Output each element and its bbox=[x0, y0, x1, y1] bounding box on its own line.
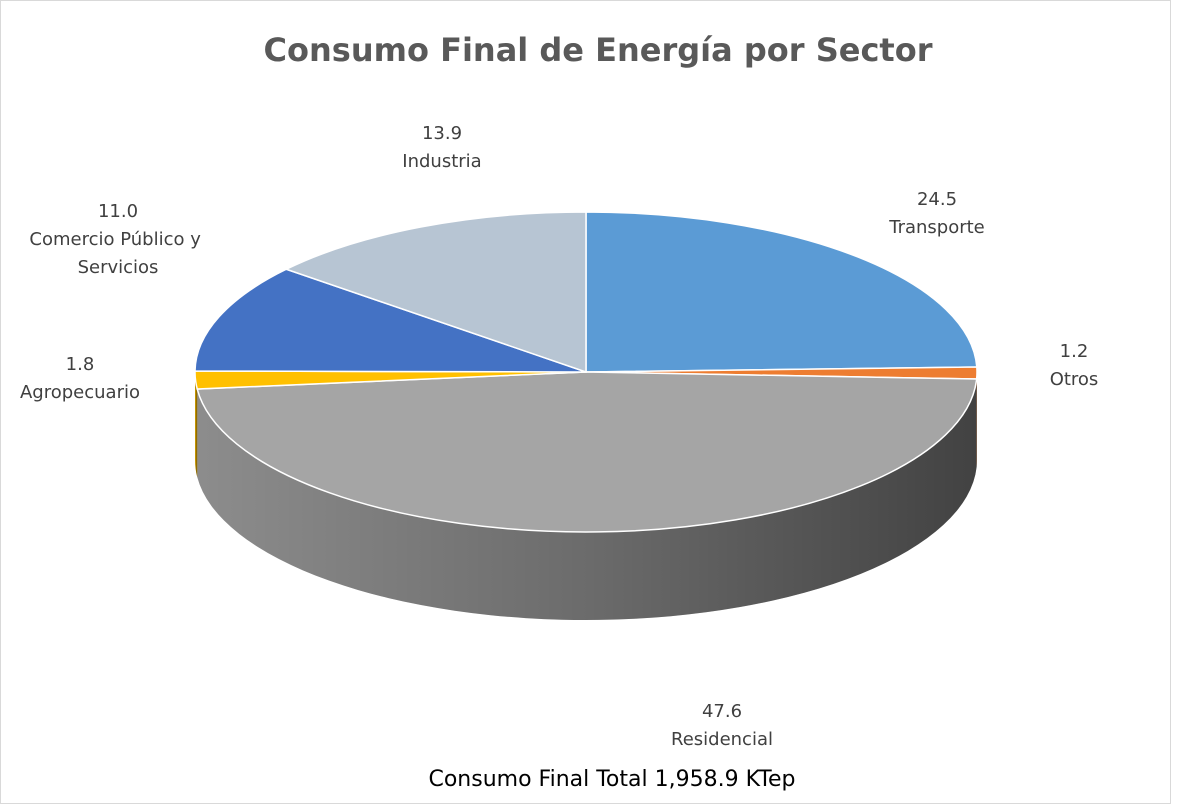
annotation: Consumo Final Total 1,958.9 KTep bbox=[428, 767, 795, 792]
category-label: Residencial bbox=[671, 729, 773, 750]
category-label-line: Servicios bbox=[78, 257, 159, 278]
data-label: 47.6 bbox=[702, 701, 742, 722]
chart: Consumo Final de Energía por Sector Cons… bbox=[0, 0, 1177, 805]
data-label: 11.0 bbox=[98, 201, 138, 222]
data-label: 1.2 bbox=[1060, 341, 1089, 362]
data-label: 24.5 bbox=[917, 189, 957, 210]
category-label: Otros bbox=[1050, 369, 1099, 390]
data-label: 13.9 bbox=[422, 123, 462, 144]
data-label: 1.8 bbox=[66, 354, 95, 375]
chart-title: Consumo Final de Energía por Sector bbox=[264, 31, 933, 69]
category-label: Industria bbox=[402, 151, 481, 172]
page: {"chart_data": {"type": "pie3d", "title"… bbox=[0, 0, 1177, 805]
category-label-line: Comercio Público y bbox=[29, 229, 206, 250]
category-label: Transporte bbox=[888, 217, 985, 238]
category-label: Agropecuario bbox=[20, 382, 140, 403]
